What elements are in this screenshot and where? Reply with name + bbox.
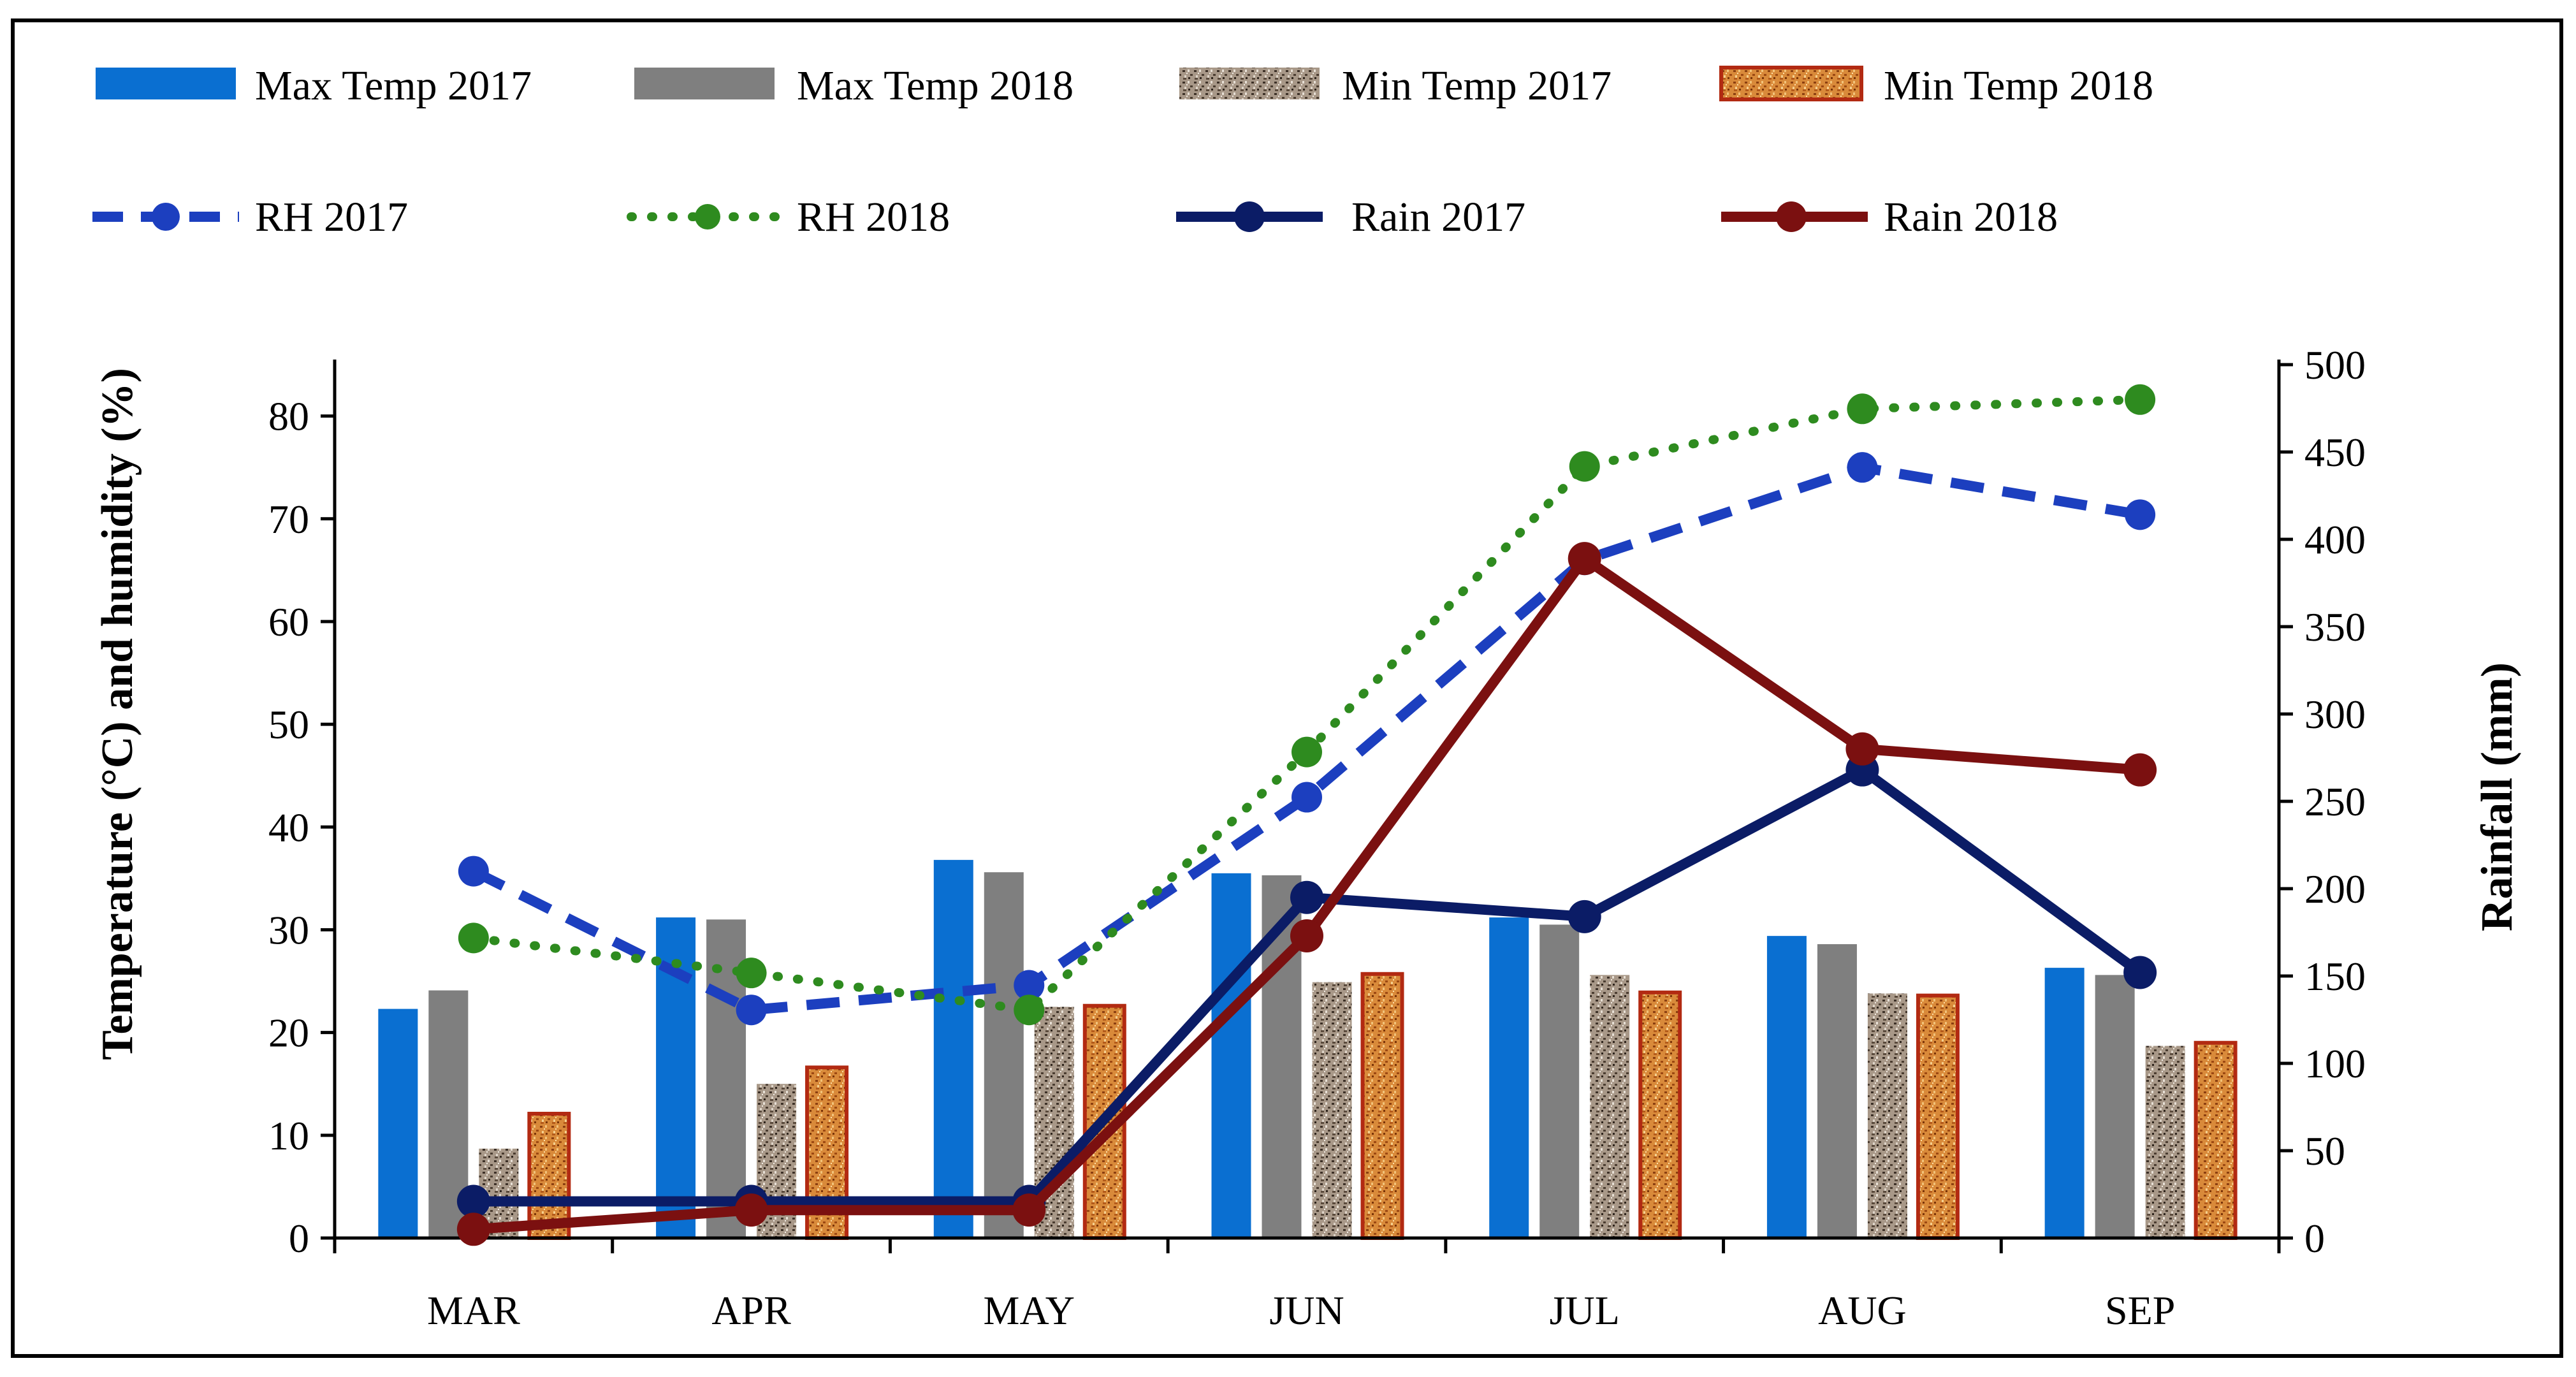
legend: Max Temp 2017 Max Temp 2018 Min Temp 201…: [92, 62, 2153, 240]
point-rain-2018-aug: [1845, 732, 1879, 766]
y-tick-label: 10: [268, 1113, 309, 1158]
y-tick-label: 0: [289, 1216, 309, 1261]
bar-max-temp-2018-sep: [2095, 975, 2135, 1238]
y2-tick-label: 450: [2304, 430, 2366, 475]
bar-min-temp-2018-jul: [1638, 990, 1682, 1240]
legend-label-max-temp-2018: Max Temp 2018: [797, 62, 1073, 109]
legend-marker-rain-2017: [1234, 201, 1265, 232]
point-rain-2018-mar: [456, 1213, 490, 1246]
point-rain-2018-sep: [2123, 753, 2157, 787]
bar-min-temp-2018-aug: [1916, 993, 1960, 1240]
y2-tick-label: 200: [2304, 866, 2366, 912]
y2-tick-label: 150: [2304, 954, 2366, 999]
y2-tick-label: 0: [2304, 1216, 2325, 1261]
legend-label-max-temp-2017: Max Temp 2017: [255, 62, 532, 109]
bar-min-temp-2017-jun: [1312, 982, 1352, 1238]
legend-swatch-min-temp-2017: [1179, 68, 1320, 99]
point-rh-2018-apr: [736, 958, 767, 989]
bar-max-temp-2017-sep: [2044, 968, 2085, 1238]
point-rain-2017-mar: [456, 1184, 490, 1218]
legend-marker-rh-2018: [695, 204, 720, 229]
x-tick-label-jun: JUN: [1269, 1288, 1344, 1333]
y2-tick-label: 50: [2304, 1128, 2345, 1174]
y2-tick-label: 500: [2304, 342, 2366, 388]
x-tick-label-apr: APR: [711, 1288, 791, 1333]
bars-layer: [378, 859, 2238, 1241]
legend-label-min-temp-2018: Min Temp 2018: [1884, 62, 2153, 109]
y-tick-label: 20: [268, 1010, 309, 1056]
bar-max-temp-2017-mar: [378, 1009, 418, 1238]
y-tick-label: 70: [268, 497, 309, 542]
x-tick-label-jul: JUL: [1550, 1288, 1620, 1333]
legend-label-rh-2018: RH 2018: [797, 194, 950, 240]
bar-min-temp-2017-sep: [2145, 1046, 2185, 1238]
point-rain-2017-jun: [1290, 880, 1323, 914]
legend-marker-rh-2017: [152, 203, 180, 231]
point-rh-2017-sep: [2125, 499, 2156, 530]
bar-max-temp-2017-aug: [1766, 936, 1807, 1238]
bar-max-temp-2018-may: [984, 872, 1024, 1238]
bar-max-temp-2017-jun: [1211, 873, 1251, 1238]
bar-min-temp-2018-sep: [2194, 1040, 2238, 1240]
point-rain-2017-jul: [1568, 900, 1601, 933]
bar-min-temp-2017-jul: [1590, 975, 1630, 1238]
y2-tick-label: 300: [2304, 692, 2366, 737]
x-tick-label-sep: SEP: [2105, 1288, 2175, 1333]
bar-max-temp-2017-may: [933, 859, 973, 1238]
y2-tick-label: 350: [2304, 604, 2366, 650]
legend-label-rh-2017: RH 2017: [255, 194, 408, 240]
y-axis-title: Temperature (°C) and humidity (%): [93, 368, 142, 1060]
y2-axis-title: Rainfall (mm): [2473, 662, 2522, 931]
point-rain-2018-jul: [1568, 542, 1601, 576]
x-tick-label-may: MAY: [984, 1288, 1075, 1333]
point-rh-2017-apr: [736, 994, 767, 1026]
x-tick-label-mar: MAR: [427, 1288, 520, 1333]
y-tick-label: 60: [268, 599, 309, 645]
point-rain-2018-may: [1012, 1193, 1046, 1227]
x-tick-label-aug: AUG: [1818, 1288, 1907, 1333]
y2-tick-label: 100: [2304, 1041, 2366, 1086]
y-tick-label: 50: [268, 702, 309, 747]
legend-swatch-max-temp-2017: [96, 68, 236, 99]
legend-label-min-temp-2017: Min Temp 2017: [1342, 62, 1612, 109]
legend-label-rain-2017: Rain 2017: [1351, 194, 1525, 240]
y-tick-label: 40: [268, 805, 309, 850]
bar-max-temp-2018-jul: [1539, 924, 1580, 1238]
point-rh-2017-mar: [458, 856, 489, 887]
lines-layer: [456, 384, 2157, 1246]
bar-max-temp-2018-aug: [1817, 944, 1857, 1238]
y-tick-label: 80: [268, 394, 309, 439]
point-rain-2018-jun: [1290, 919, 1323, 952]
point-rh-2018-jul: [1569, 451, 1600, 482]
line-rh-2018: [469, 395, 2145, 1015]
bar-min-temp-2018-jun: [1360, 972, 1404, 1241]
axes-layer: 0 10 20 30 40 50 60 70 80 0 50 100 150 200 250 300 350 40…: [268, 342, 2366, 1333]
point-rh-2017-may: [1014, 970, 1045, 1001]
y-tick-label: 30: [268, 907, 309, 952]
figure-border: [11, 18, 2563, 1358]
point-rh-2017-jun: [1292, 782, 1322, 813]
point-rh-2018-aug: [1847, 393, 1878, 425]
y2-tick-label: 400: [2304, 517, 2366, 562]
legend-swatch-max-temp-2018: [634, 68, 775, 99]
legend-marker-rain-2018: [1776, 201, 1807, 232]
point-rh-2018-may: [1014, 994, 1045, 1026]
point-rh-2018-sep: [2125, 384, 2156, 415]
legend-label-rain-2018: Rain 2018: [1884, 194, 2058, 240]
point-rain-2017-sep: [2123, 956, 2157, 989]
point-rh-2017-aug: [1847, 452, 1878, 483]
point-rh-2018-jun: [1292, 736, 1322, 768]
bar-min-temp-2017-aug: [1867, 993, 1907, 1238]
point-rh-2018-mar: [458, 922, 489, 954]
point-rain-2018-apr: [734, 1193, 768, 1227]
bar-max-temp-2017-jul: [1489, 917, 1529, 1238]
y2-tick-label: 250: [2304, 779, 2366, 824]
legend-swatch-min-temp-2018: [1719, 66, 1863, 101]
